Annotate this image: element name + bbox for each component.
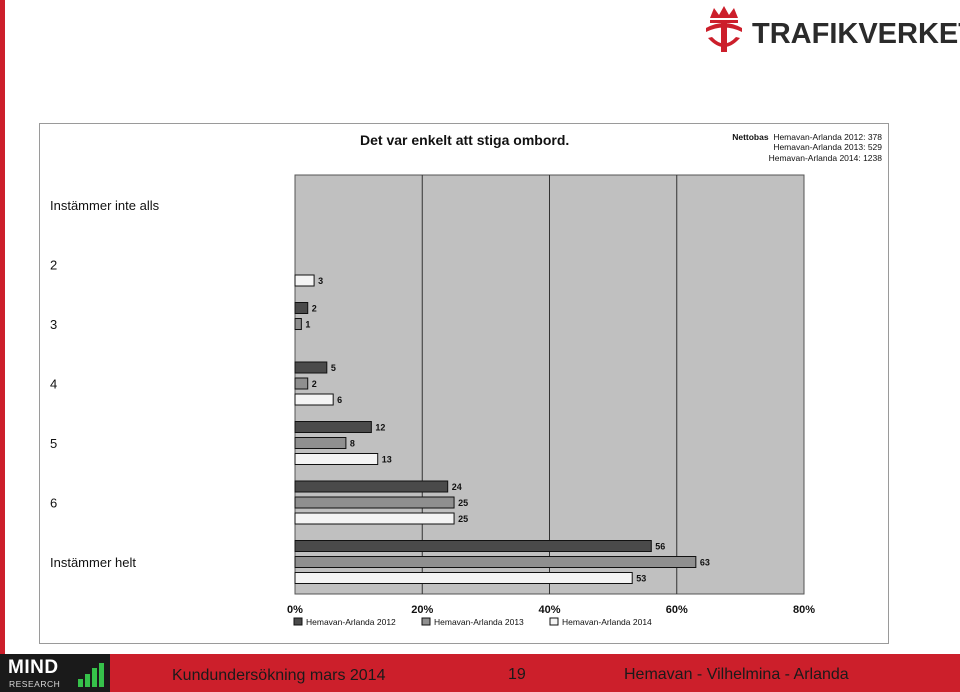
bar <box>294 512 455 525</box>
data-label: 1 <box>305 320 310 330</box>
bar <box>294 540 652 552</box>
nettobas-label: Nettobas <box>732 132 769 142</box>
bar <box>294 496 455 509</box>
footer-bar: MIND RESEARCH Kundundersökning mars 2014… <box>0 654 960 692</box>
bar <box>294 361 328 374</box>
data-label: 12 <box>375 423 385 433</box>
x-tick-label: 20% <box>411 604 433 616</box>
bar <box>294 437 347 449</box>
data-label: 2 <box>312 379 317 389</box>
category-label: 6 <box>50 496 57 511</box>
x-tick-label: 40% <box>538 604 560 616</box>
footer-survey-title: Kundundersökning mars 2014 <box>172 667 386 684</box>
data-label: 24 <box>452 482 462 492</box>
nettobas-line-1: Hemavan-Arlanda 2012: 378 <box>773 132 882 142</box>
data-label: 5 <box>331 363 336 373</box>
data-label: 56 <box>655 542 665 552</box>
bar <box>294 572 633 584</box>
logo-text: TRAFIKVERKET <box>752 18 960 50</box>
data-label: 8 <box>350 439 355 449</box>
trafikverket-logo: TRAFIKVERKET <box>700 4 960 60</box>
bar <box>294 377 309 390</box>
data-label: 25 <box>458 498 468 508</box>
category-label: 4 <box>50 377 57 392</box>
signal-bars-icon <box>78 663 106 687</box>
nettobas-line-3: Hemavan-Arlanda 2014: 1238 <box>768 152 882 163</box>
bar <box>294 393 334 406</box>
mind-logo-text: MIND <box>8 657 59 678</box>
bar <box>294 556 697 568</box>
legend-label: Hemavan-Arlanda 2014 <box>562 617 652 627</box>
legend-swatch <box>549 617 559 626</box>
category-label: 5 <box>50 436 57 451</box>
bar <box>294 302 309 314</box>
category-label: Instämmer inte alls <box>50 198 160 213</box>
mind-research-logo: MIND RESEARCH <box>0 654 110 692</box>
bar <box>294 274 315 287</box>
nettobas-line-2: Hemavan-Arlanda 2013: 529 <box>773 142 882 153</box>
footer-page-number: 19 <box>508 666 526 683</box>
bar <box>294 421 372 433</box>
data-label: 6 <box>337 395 342 405</box>
data-label: 3 <box>318 276 323 286</box>
legend-label: Hemavan-Arlanda 2013 <box>434 617 524 627</box>
bar <box>294 453 379 465</box>
footer-route: Hemavan - Vilhelmina - Arlanda <box>624 666 849 683</box>
data-label: 25 <box>458 514 468 524</box>
bar <box>294 318 302 330</box>
chart-title: Det var enkelt att stiga ombord. <box>360 132 570 148</box>
data-label: 63 <box>700 558 710 568</box>
crown-emblem-icon <box>706 6 742 52</box>
legend-swatch <box>293 617 303 626</box>
bar <box>294 480 449 493</box>
legend-label: Hemavan-Arlanda 2012 <box>306 617 396 627</box>
data-label: 2 <box>312 304 317 314</box>
category-label: Instämmer helt <box>50 555 136 570</box>
data-label: 13 <box>382 455 392 465</box>
x-tick-label: 0% <box>287 604 303 616</box>
category-label: 3 <box>50 317 57 332</box>
nettobas-block: Nettobas Hemavan-Arlanda 2012: 378 Hemav… <box>732 132 882 163</box>
x-tick-label: 60% <box>666 604 688 616</box>
left-accent-bar <box>0 0 5 660</box>
legend-swatch <box>421 617 431 626</box>
mind-logo-sub: RESEARCH <box>9 679 61 689</box>
data-label: 53 <box>636 574 646 584</box>
category-label: 2 <box>50 258 57 273</box>
x-tick-label: 80% <box>793 604 815 616</box>
